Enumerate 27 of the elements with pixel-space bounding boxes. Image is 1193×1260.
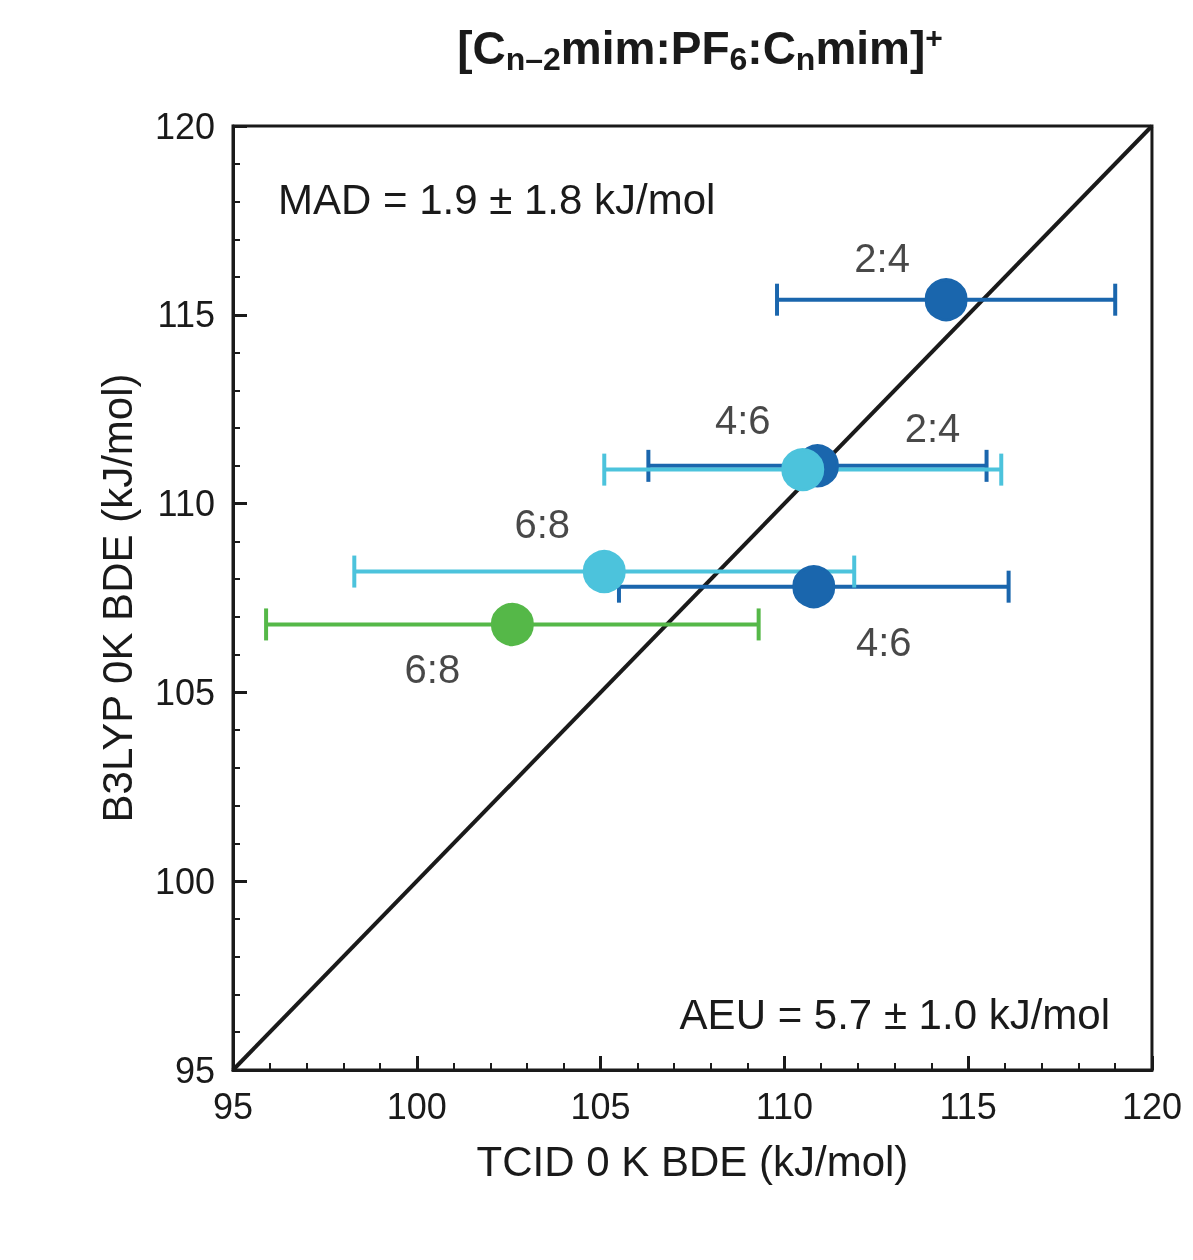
annotation: 6:8 [404, 647, 461, 692]
y-tick-label: 110 [157, 483, 215, 525]
point [490, 602, 534, 646]
y-axis-title: B3LYP 0K BDE (kJ/mol) [93, 373, 141, 823]
point [781, 448, 825, 492]
x-axis-title: TCID 0 K BDE (kJ/mol) [476, 1137, 909, 1185]
point [924, 278, 968, 322]
x-tick-label: 115 [939, 1085, 997, 1127]
x-tick-label: 100 [386, 1085, 447, 1127]
x-tick-label: 120 [1121, 1085, 1183, 1127]
point [792, 565, 836, 609]
annotation: MAD = 1.9 ± 1.8 kJ/mol [278, 175, 716, 223]
annotation: 4:6 [714, 397, 771, 442]
x-tick-label: 110 [755, 1085, 814, 1127]
annotation: AEU = 5.7 ± 1.0 kJ/mol [679, 990, 1111, 1038]
annotation: 2:4 [854, 235, 910, 280]
annotation: 4:6 [855, 619, 912, 664]
y-tick-label: 120 [154, 105, 215, 147]
y-tick-label: 115 [157, 294, 215, 336]
y-tick-label: 95 [174, 1049, 215, 1091]
x-tick-label: 105 [570, 1085, 631, 1127]
y-tick-label: 105 [154, 671, 215, 713]
x-tick-label: 95 [212, 1085, 254, 1127]
y-tick-label: 100 [154, 860, 215, 902]
point [582, 550, 626, 594]
annotation: 6:8 [514, 501, 571, 546]
annotation: 2:4 [904, 405, 961, 450]
